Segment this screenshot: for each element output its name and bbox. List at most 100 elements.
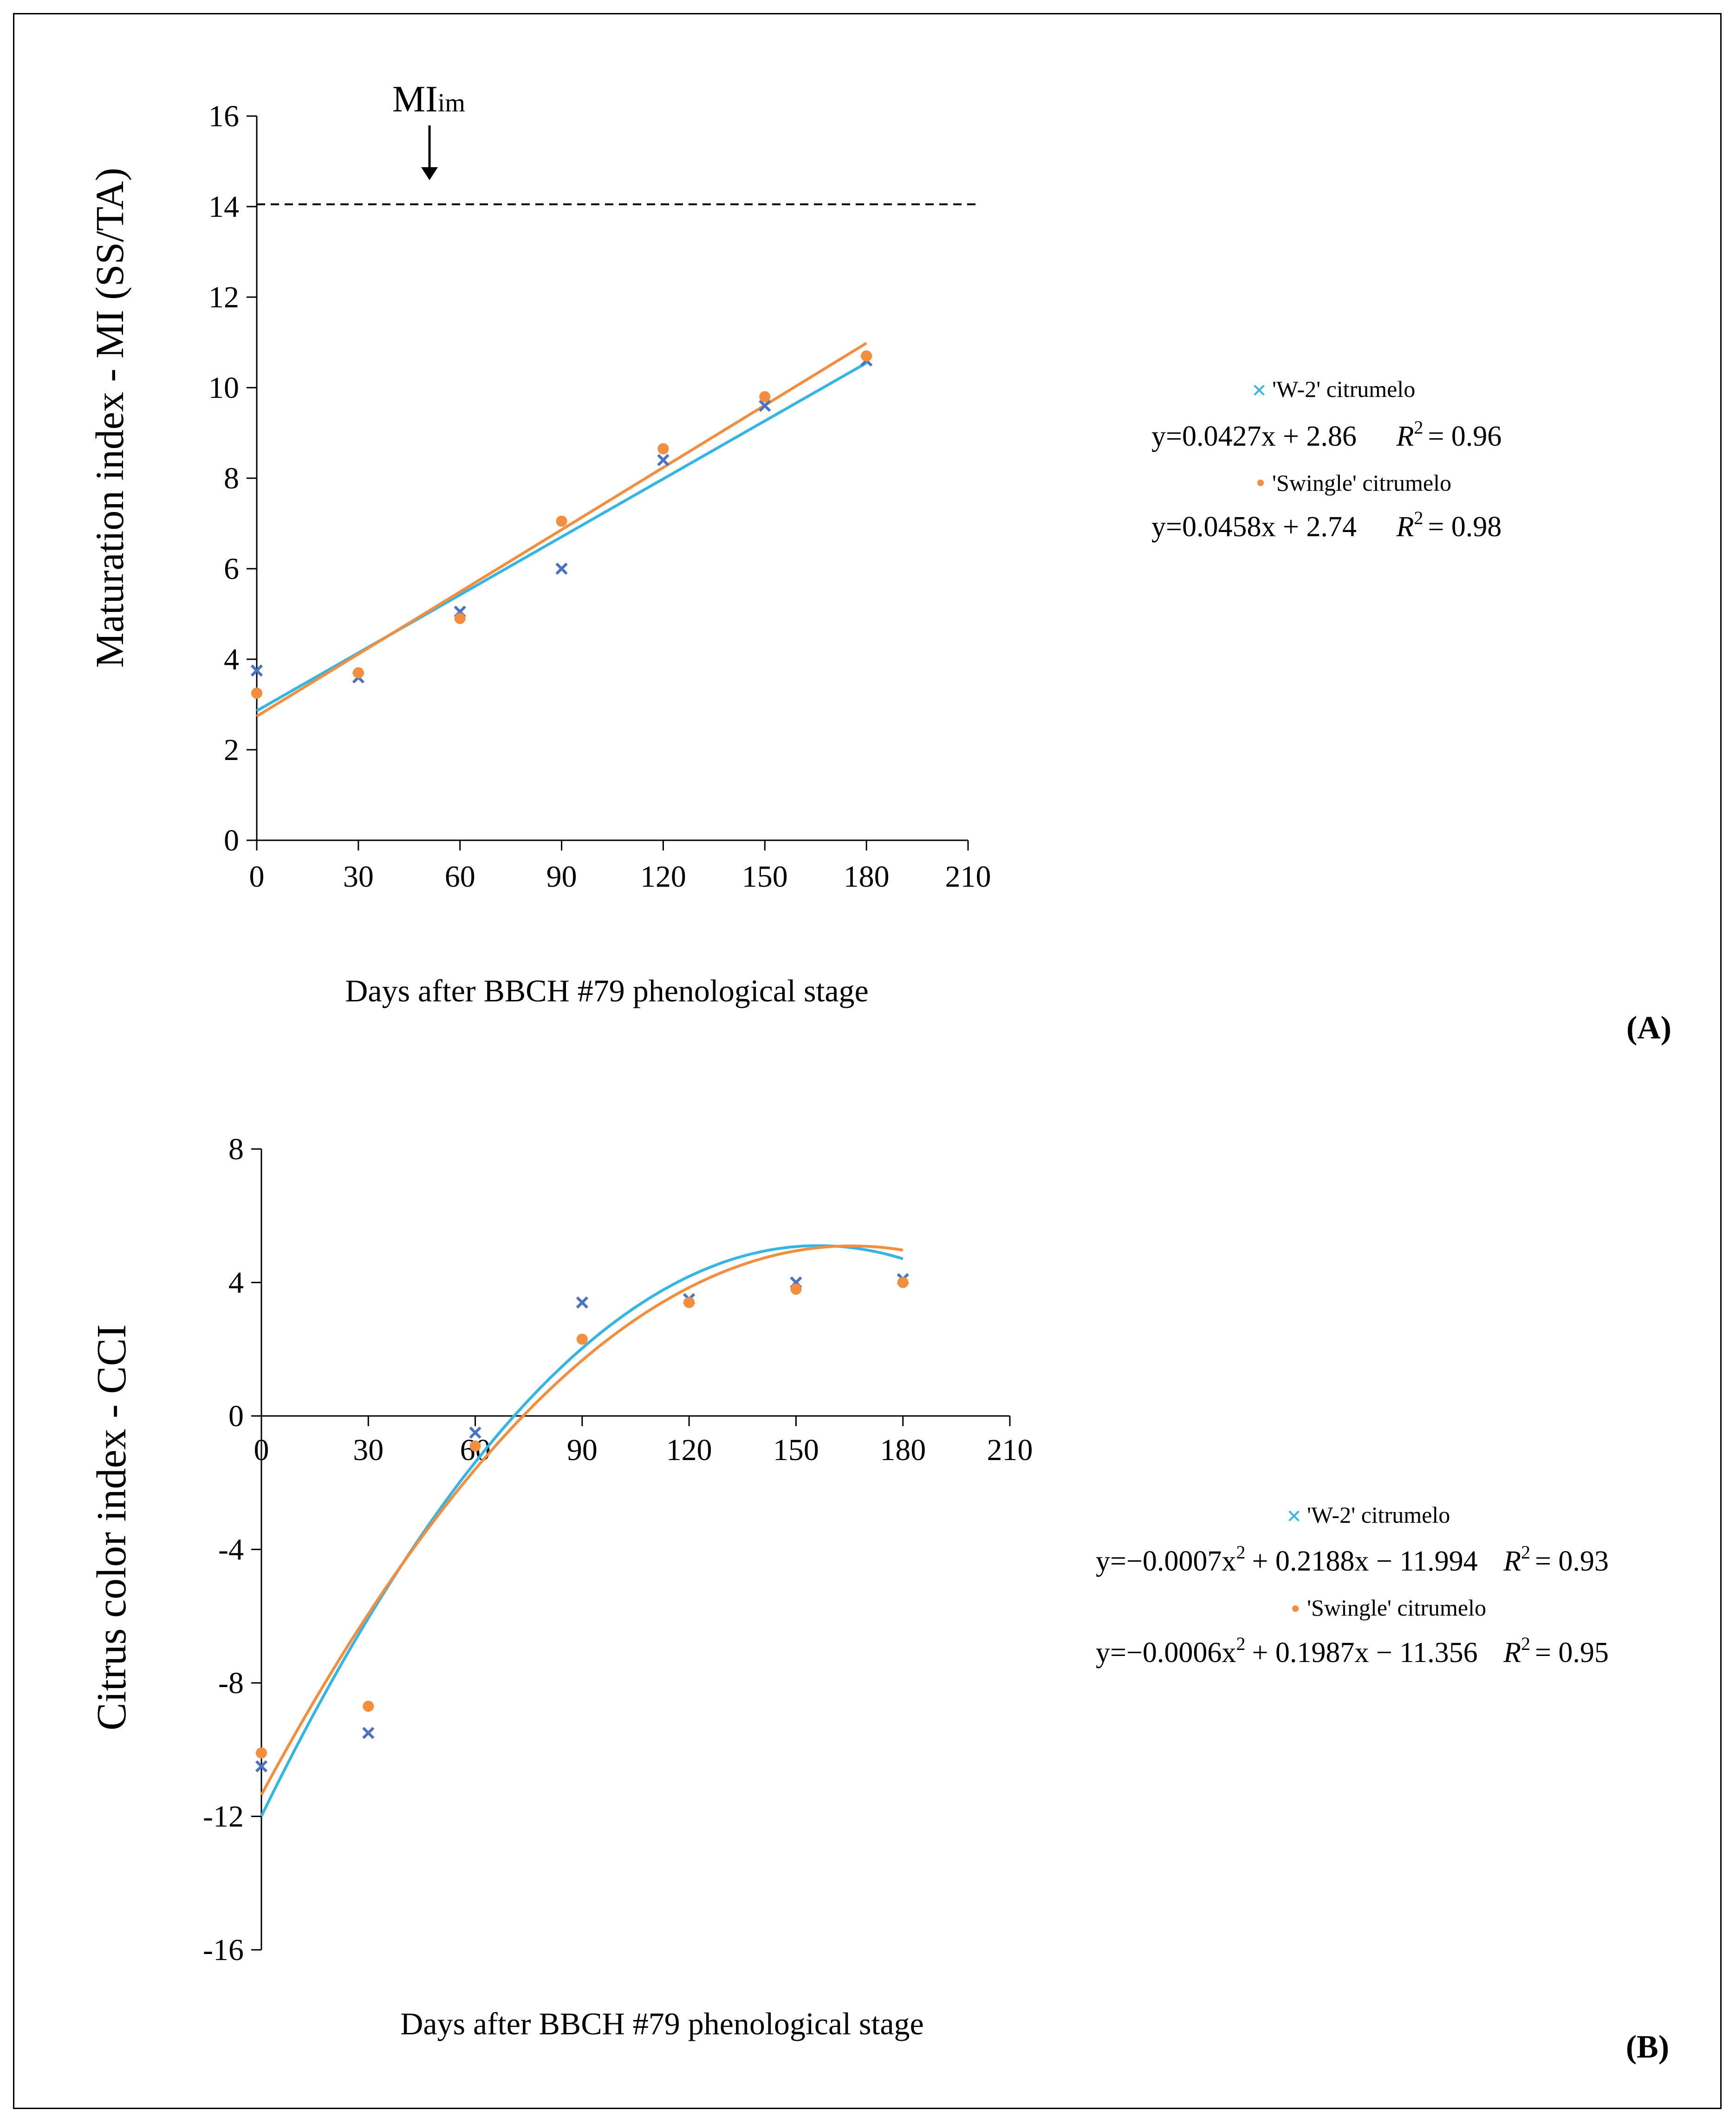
panel-a-reference-line: MIim bbox=[257, 79, 977, 206]
panel-a-x-axis-title: Days after BBCH #79 phenological stage bbox=[345, 973, 868, 1008]
legend-b-sw-eq-prefix: y=−0.0006x bbox=[1096, 1637, 1236, 1669]
legend-b-w2-r2-power: 2 bbox=[1521, 1542, 1530, 1563]
w2-data-point bbox=[657, 454, 670, 467]
y-tick-label: 2 bbox=[224, 733, 239, 767]
legend-a-w2-r2-value: = 0.96 bbox=[1428, 421, 1502, 452]
panel-a-y-axis-title: Maturation index - MI (SS/TA) bbox=[87, 168, 132, 668]
w2-trendline bbox=[260, 1244, 904, 1817]
swingle-data-point bbox=[251, 688, 262, 699]
legend-a-w2-r2-symbol: R bbox=[1396, 421, 1414, 452]
legend-b-swingle-equation: y=−0.0006x2 + 0.1987x − 11.356 R2 = 0.95 bbox=[1096, 1633, 1609, 1669]
w2-point-stroke bbox=[759, 399, 771, 412]
mi-im-label-sub: im bbox=[438, 89, 465, 117]
swingle-trendline bbox=[260, 1244, 904, 1796]
y-tick-label: 4 bbox=[224, 643, 239, 676]
w2-data-point bbox=[250, 664, 263, 677]
legend-a-w2-eq-text: y=0.0427x + 2.86 bbox=[1151, 421, 1357, 452]
y-tick-label: 6 bbox=[224, 552, 239, 586]
mi-im-arrow-head bbox=[421, 167, 438, 181]
y-tick-label: 4 bbox=[228, 1266, 244, 1300]
legend-b-sw-r2-symbol: R bbox=[1503, 1637, 1521, 1669]
x-tick-label: 210 bbox=[987, 1433, 1033, 1467]
legend-b-w2-equation: y=−0.0007x2 + 0.2188x − 11.994 R2 = 0.93 bbox=[1096, 1542, 1609, 1577]
legend-b-sw-r2-value: = 0.95 bbox=[1535, 1637, 1609, 1669]
legend-a-w2-marker: ✕ bbox=[1251, 380, 1267, 402]
legend-b-sw-r2-power: 2 bbox=[1521, 1633, 1530, 1654]
swingle-data-point bbox=[469, 1440, 481, 1452]
legend-b-w2-marker: ✕ bbox=[1286, 1506, 1302, 1527]
swingle-data-point bbox=[759, 391, 771, 403]
panel-b-tick-labels: -16-12-8-40480306090120150180210 bbox=[203, 1132, 1033, 1967]
panel-b-y-axis-title: Citrus color index - CCI bbox=[89, 1324, 135, 1731]
y-tick-label: 8 bbox=[228, 1132, 244, 1166]
legend-a-w2-equation: y=0.0427x + 2.86 R2 = 0.96 bbox=[1151, 417, 1502, 452]
legend-b-w2-label: 'W-2' citrumelo bbox=[1307, 1502, 1450, 1528]
swingle-data-point bbox=[861, 350, 872, 362]
w2-point-stroke bbox=[657, 454, 670, 467]
figure-frame bbox=[13, 13, 1722, 2109]
w2-data-point bbox=[759, 399, 771, 412]
x-tick-label: 90 bbox=[567, 1433, 598, 1467]
legend-a-swingle-equation: y=0.0458x + 2.74 R2 = 0.98 bbox=[1151, 507, 1502, 543]
swingle-data-point bbox=[657, 443, 669, 454]
y-tick-label: -12 bbox=[203, 1800, 244, 1834]
y-tick-label: -16 bbox=[203, 1933, 244, 1967]
y-tick-label: -4 bbox=[218, 1533, 244, 1567]
swingle-data-point bbox=[683, 1297, 695, 1308]
legend-b-sw-eq-power: 2 bbox=[1236, 1633, 1245, 1654]
panel-a-axes bbox=[247, 115, 969, 850]
y-tick-label: 8 bbox=[224, 461, 239, 495]
swingle-data-point bbox=[576, 1333, 588, 1345]
w2-data-point bbox=[555, 562, 568, 575]
legend-a-swingle-label: 'Swingle' citrumelo bbox=[1272, 470, 1451, 496]
swingle-trendline bbox=[256, 342, 867, 718]
chart-panel-b: -16-12-8-40480306090120150180210 Citrus … bbox=[89, 1132, 1669, 2065]
x-tick-label: 30 bbox=[353, 1433, 384, 1467]
mi-im-label-main: MI bbox=[392, 79, 438, 120]
x-tick-label: 30 bbox=[343, 860, 374, 894]
w2-point-stroke bbox=[555, 562, 568, 575]
legend-a-swingle-marker bbox=[1257, 480, 1264, 486]
mi-im-label: MIim bbox=[392, 79, 465, 120]
panel-a-data-points bbox=[250, 350, 873, 699]
y-tick-label: 14 bbox=[208, 190, 239, 224]
w2-point-stroke bbox=[255, 1760, 268, 1772]
panel-b-label: (B) bbox=[1626, 2029, 1669, 2065]
x-tick-label: 90 bbox=[546, 860, 577, 894]
x-tick-label: 150 bbox=[773, 1433, 819, 1467]
swingle-data-point bbox=[897, 1277, 909, 1288]
panel-b-x-axis-title: Days after BBCH #79 phenological stage bbox=[400, 2006, 923, 2041]
swingle-data-point bbox=[363, 1701, 374, 1712]
y-tick-label: 16 bbox=[208, 99, 239, 133]
x-tick-label: 120 bbox=[640, 860, 686, 894]
w2-point-stroke bbox=[362, 1727, 375, 1739]
legend-b-swingle-label: 'Swingle' citrumelo bbox=[1307, 1595, 1486, 1621]
w2-data-point bbox=[255, 1760, 268, 1772]
legend-a-sw-r2-power: 2 bbox=[1414, 507, 1423, 528]
swingle-data-point bbox=[556, 515, 567, 527]
legend-b-w2-eq-prefix: y=−0.0007x bbox=[1096, 1545, 1236, 1577]
legend-a-w2-label: 'W-2' citrumelo bbox=[1272, 376, 1415, 402]
w2-data-point bbox=[576, 1296, 588, 1309]
panel-b-legend: ✕ 'W-2' citrumelo y=−0.0007x2 + 0.2188x −… bbox=[1096, 1502, 1609, 1669]
panel-a-legend: ✕ 'W-2' citrumelo y=0.0427x + 2.86 R2 = 0… bbox=[1151, 376, 1502, 543]
y-tick-label: 0 bbox=[224, 824, 239, 857]
x-tick-label: 0 bbox=[254, 1433, 269, 1467]
legend-b-sw-eq-suffix: + 0.1987x − 11.356 bbox=[1252, 1637, 1477, 1669]
chart-panel-a: 0 2 4 6 8 10 12 14 16 0 30 60 90 120 150 180 210 MIim Ma… bbox=[87, 79, 1671, 1046]
y-tick-label: -8 bbox=[218, 1666, 244, 1700]
w2-data-point bbox=[362, 1727, 375, 1739]
swingle-data-point bbox=[352, 667, 364, 679]
legend-b-w2-r2-value: = 0.93 bbox=[1535, 1545, 1609, 1577]
panel-a-label: (A) bbox=[1626, 1010, 1671, 1046]
swingle-data-point bbox=[256, 1747, 267, 1759]
x-tick-label: 180 bbox=[880, 1433, 926, 1467]
x-tick-label: 150 bbox=[742, 860, 788, 894]
y-tick-label: 12 bbox=[208, 280, 239, 314]
swingle-data-point bbox=[454, 613, 466, 624]
x-tick-label: 120 bbox=[666, 1433, 712, 1467]
w2-data-point bbox=[469, 1426, 481, 1439]
w2-point-stroke bbox=[250, 664, 263, 677]
x-tick-label: 210 bbox=[945, 860, 991, 894]
x-tick-label: 180 bbox=[844, 860, 890, 894]
